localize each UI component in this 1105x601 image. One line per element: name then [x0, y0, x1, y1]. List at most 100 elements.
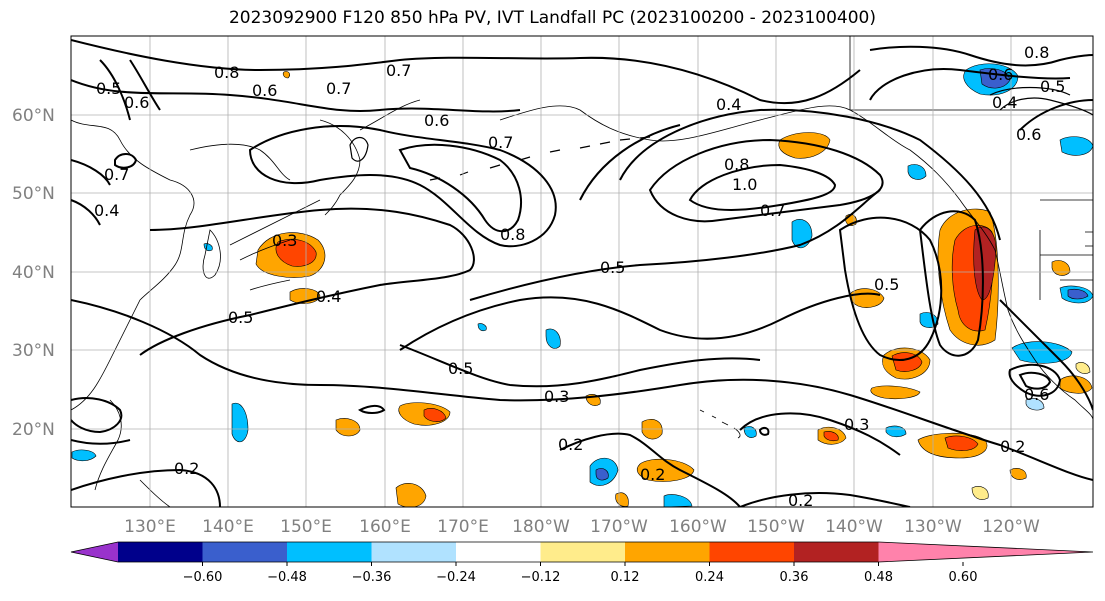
colorbar-tick-label: −0.48: [267, 570, 307, 585]
contour-label: 0.5: [600, 258, 625, 277]
shade-patch: [907, 164, 927, 180]
lat-label: 60°N: [12, 106, 55, 126]
lon-label: 130°E: [124, 517, 176, 537]
shade-patch: [973, 226, 997, 301]
contour-label: 0.5: [96, 79, 121, 98]
contour-label: 0.5: [228, 308, 253, 327]
contour-label: 0.6: [1024, 385, 1049, 404]
contour-label: 0.5: [874, 275, 899, 294]
colorbar-tick-label: 0.36: [780, 570, 809, 585]
contour-label: 0.5: [448, 359, 473, 378]
contour-label: 0.8: [500, 225, 525, 244]
shade-patch: [870, 385, 921, 400]
colorbar-tick-label: 0.60: [949, 570, 978, 585]
lat-label: 30°N: [12, 341, 55, 361]
colorbar-outline: [70, 541, 1094, 563]
contour-label: 0.7: [104, 165, 129, 184]
colorbar-segment: [625, 542, 710, 562]
contour-label: 0.2: [640, 465, 665, 484]
lon-label: 160°W: [669, 517, 727, 537]
lat-label: 20°N: [12, 420, 55, 440]
colorbar: −0.60 −0.48 −0.36 −0.24 −0.12 0.12 0.24 0.36 0.4…: [70, 541, 1094, 585]
colorbar-tick-label: 0.24: [695, 570, 724, 585]
contour-label: 0.3: [844, 415, 869, 434]
pv-contours: [71, 39, 1093, 507]
lon-label: 130°W: [904, 517, 962, 537]
lon-label: 140°W: [825, 517, 883, 537]
colorbar-segment: [709, 542, 795, 562]
plot-frame: [70, 35, 1094, 508]
shade-patch: [595, 468, 609, 481]
map-title: 2023092900 F120 850 hPa PV, IVT Landfall…: [228, 8, 876, 28]
contour-label: 0.4: [316, 287, 341, 306]
contour-label: 0.4: [94, 201, 119, 220]
shade-patch: [636, 458, 695, 482]
colorbar-tick-label: −0.12: [521, 570, 561, 585]
contour-label: 0.6: [424, 111, 449, 130]
contour-label: 0.6: [252, 81, 277, 100]
shade-patch: [823, 431, 839, 442]
colorbar-tick-label: −0.60: [183, 570, 223, 585]
contour-label: 0.8: [1024, 43, 1049, 62]
lon-label: 150°W: [747, 517, 805, 537]
lon-label: 140°E: [202, 517, 254, 537]
shade-patch: [231, 402, 249, 443]
colorbar-segment: [540, 542, 626, 562]
contour-label: 0.6: [1016, 125, 1041, 144]
colorbar-tick-label: −0.24: [436, 570, 476, 585]
colorbar-extend-max: [878, 542, 1093, 562]
shade-patch: [1075, 362, 1091, 374]
colorbar-tick-label: 0.48: [864, 570, 893, 585]
contour-label: 1.0: [732, 175, 757, 194]
contour-label: 0.8: [724, 155, 749, 174]
colorbar-segment: [371, 542, 457, 562]
longitude-labels: 130°E 140°E 150°E 160°E 170°E 180°W 170°…: [124, 517, 1040, 537]
contour-label: 0.2: [788, 491, 813, 510]
lon-label: 120°W: [982, 517, 1040, 537]
shade-patch: [778, 132, 831, 159]
colorbar-extend-min: [71, 542, 118, 562]
colorbar-segment: [794, 542, 879, 562]
shade-patch: [971, 486, 989, 500]
contour-label: 0.2: [558, 435, 583, 454]
coastlines: [71, 36, 1093, 507]
lon-label: 170°E: [437, 517, 489, 537]
colorbar-segment: [287, 542, 372, 562]
contour-label: 0.7: [760, 201, 785, 220]
contour-label: 0.4: [716, 95, 741, 114]
shade-patch: [477, 323, 487, 332]
colorbar-tick-label: −0.36: [352, 570, 392, 585]
shade-patch: [1009, 468, 1027, 480]
lon-label: 170°W: [590, 517, 648, 537]
contour-label: 0.6: [988, 65, 1013, 84]
contour-label: 0.3: [272, 231, 297, 250]
contour-labels: 0.8 0.7 0.6 0.6 0.7 0.5 0.4 0.5 0.5 0.3 …: [94, 43, 1065, 510]
colorbar-tick-label: 0.12: [611, 570, 640, 585]
lon-label: 150°E: [280, 517, 332, 537]
contour-label: 0.7: [488, 133, 513, 152]
shade-patch: [663, 494, 693, 507]
contour-label: 0.7: [326, 79, 351, 98]
shade-patch: [282, 71, 290, 79]
lat-label: 40°N: [12, 263, 55, 283]
shade-patch: [423, 408, 447, 422]
latitude-labels: 60°N 50°N 40°N 30°N 20°N: [12, 106, 55, 440]
contour-label: 0.2: [1000, 437, 1025, 456]
contour-label: 0.8: [214, 63, 239, 82]
lon-label: 180°W: [512, 517, 570, 537]
contour-label: 0.6: [124, 93, 149, 112]
shade-patch: [944, 435, 979, 451]
secondary-contours: [349, 86, 1093, 162]
shade-patch: [1067, 288, 1089, 300]
contour-label: 0.4: [992, 93, 1017, 112]
shade-patch: [335, 418, 361, 437]
shade-patch: [395, 483, 427, 507]
contour-label: 0.7: [386, 61, 411, 80]
lat-label: 50°N: [12, 184, 55, 204]
contour-label: 0.3: [544, 387, 569, 406]
colorbar-segment: [202, 542, 288, 562]
colorbar-segment: [118, 542, 203, 562]
shade-patch: [1025, 398, 1045, 411]
shade-patch: [791, 219, 813, 249]
